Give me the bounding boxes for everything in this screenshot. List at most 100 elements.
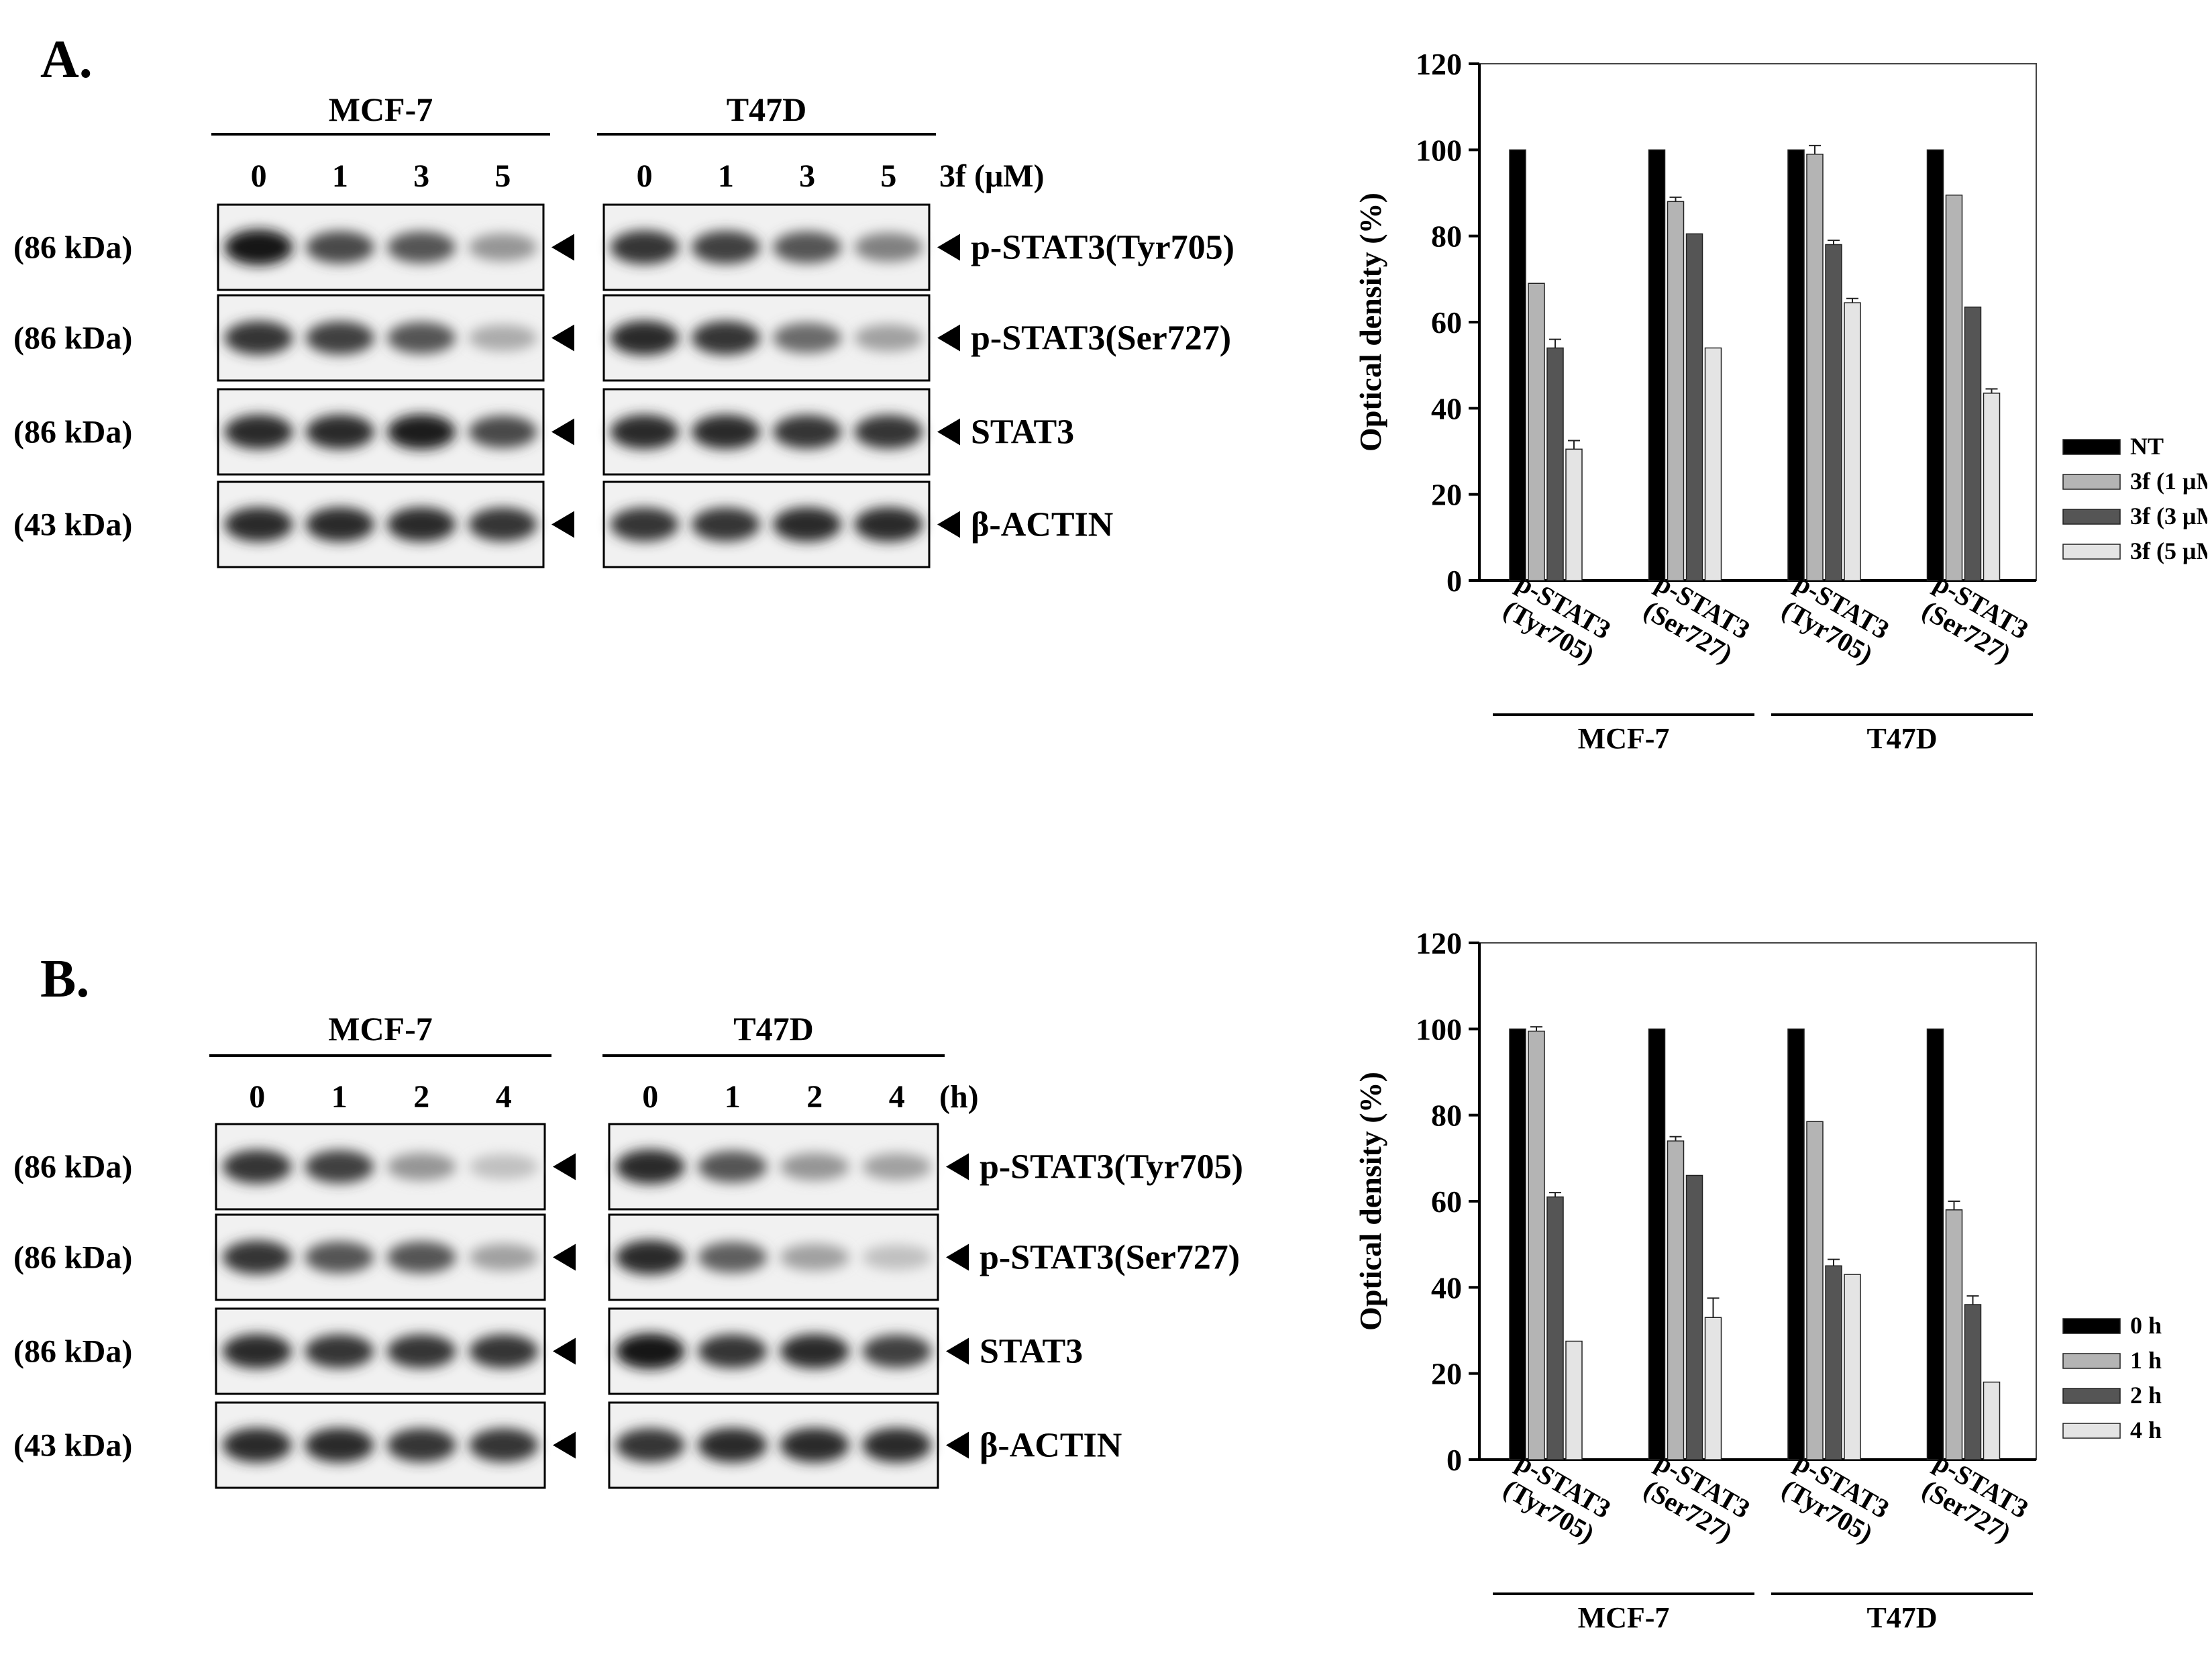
protein-label: STAT3 bbox=[980, 1333, 1083, 1371]
bar bbox=[1825, 1265, 1842, 1460]
chart-a-optical-density: 0 20 40 60 80 100 120 Optical density (%) p-STAT… bbox=[1353, 47, 2207, 755]
legend-label: 4 h bbox=[2130, 1417, 2162, 1444]
bar bbox=[1528, 283, 1545, 581]
band bbox=[773, 322, 842, 354]
x-tick-label: p-STAT3(Tyr705) bbox=[1497, 1446, 1616, 1550]
band bbox=[610, 320, 679, 356]
band bbox=[468, 415, 537, 448]
kda-label: (86 kDa) bbox=[13, 1150, 132, 1185]
bar bbox=[1509, 149, 1526, 581]
arrowhead-icon bbox=[553, 1337, 576, 1365]
bar bbox=[1945, 194, 1963, 581]
band bbox=[387, 507, 456, 542]
band bbox=[610, 507, 679, 542]
x-tick-label: p-STAT3(Ser727) bbox=[1914, 567, 2034, 670]
legend-swatch bbox=[2062, 1388, 2121, 1404]
legend-label: 3f (3 μM) bbox=[2130, 503, 2207, 529]
y-axis-label: Optical density (%) bbox=[1353, 1072, 1387, 1331]
band bbox=[224, 229, 293, 266]
band bbox=[386, 1152, 456, 1181]
legend-label: 1 h bbox=[2130, 1347, 2162, 1374]
arrowhead-icon bbox=[946, 1431, 969, 1459]
band bbox=[862, 1244, 932, 1270]
arrowhead-icon bbox=[946, 1244, 969, 1271]
band bbox=[773, 507, 842, 542]
panel-a-western-blot: A. MCF-7 0 1 3 5 T47D 0 1 3 5 3f (μM) (86 kDa) p-STAT… bbox=[13, 30, 1234, 568]
kda-label: (86 kDa) bbox=[13, 415, 132, 450]
y-tick-label: 60 bbox=[1431, 1184, 1462, 1219]
band bbox=[222, 1427, 292, 1463]
protein-label: p-STAT3(Tyr705) bbox=[971, 229, 1234, 267]
kda-label: (86 kDa) bbox=[13, 230, 132, 266]
cell-line-label: MCF-7 bbox=[328, 1010, 433, 1048]
band bbox=[698, 1427, 768, 1463]
arrowhead-icon bbox=[551, 418, 574, 446]
band bbox=[615, 1428, 685, 1462]
lane-label: 0 bbox=[251, 158, 267, 194]
panel-b-western-blot: B. MCF-7 0 1 2 4 T47D 0 1 2 4 (h) (86 kDa) p-STAT3(Ty… bbox=[13, 950, 1243, 1489]
bar bbox=[1806, 1121, 1824, 1460]
band bbox=[386, 1428, 456, 1462]
lane-label: 5 bbox=[880, 158, 896, 194]
protein-label: β-ACTIN bbox=[980, 1427, 1122, 1465]
band bbox=[691, 414, 760, 450]
bar bbox=[1945, 1209, 1963, 1460]
arrowhead-icon bbox=[937, 324, 960, 352]
cell-line-label: MCF-7 bbox=[329, 91, 433, 128]
unit-label: 3f (μM) bbox=[939, 158, 1044, 194]
band bbox=[305, 1241, 374, 1274]
protein-label: p-STAT3(Ser727) bbox=[980, 1239, 1240, 1277]
lane-label: 1 bbox=[332, 158, 348, 194]
bar bbox=[1844, 302, 1861, 581]
arrowhead-icon bbox=[553, 1431, 576, 1459]
x-tick-label: p-STAT3(Ser727) bbox=[1914, 1446, 2034, 1550]
group-label: MCF-7 bbox=[1578, 722, 1670, 755]
band bbox=[698, 1334, 768, 1368]
bar bbox=[1844, 1274, 1861, 1460]
bar bbox=[1546, 347, 1564, 581]
kda-label: (86 kDa) bbox=[13, 1334, 132, 1370]
band bbox=[222, 1333, 292, 1369]
band bbox=[222, 1150, 292, 1184]
arrowhead-icon bbox=[553, 1244, 576, 1271]
kda-label: (43 kDa) bbox=[13, 1428, 132, 1464]
lane-label: 3 bbox=[799, 158, 815, 194]
bar bbox=[1546, 1196, 1564, 1460]
band bbox=[387, 414, 456, 450]
y-tick-label: 100 bbox=[1416, 1012, 1462, 1046]
band bbox=[386, 1334, 456, 1368]
lane-label: 1 bbox=[331, 1079, 348, 1115]
band bbox=[854, 232, 923, 262]
x-tick-label: p-STAT3(Tyr705) bbox=[1775, 1446, 1895, 1550]
x-tick-label: p-STAT3(Ser727) bbox=[1636, 567, 1755, 670]
y-tick-label: 0 bbox=[1446, 1443, 1462, 1477]
arrowhead-icon bbox=[946, 1337, 969, 1365]
y-axis-label: Optical density (%) bbox=[1353, 193, 1387, 452]
kda-label: (86 kDa) bbox=[13, 321, 132, 356]
bar bbox=[1685, 1174, 1703, 1460]
kda-label: (86 kDa) bbox=[13, 1240, 132, 1276]
bar bbox=[1825, 244, 1842, 581]
band bbox=[469, 1244, 539, 1271]
band bbox=[224, 507, 293, 542]
band bbox=[305, 321, 374, 355]
band bbox=[305, 231, 374, 264]
bar bbox=[1964, 306, 1982, 581]
band bbox=[780, 1427, 849, 1463]
band bbox=[224, 414, 293, 450]
y-tick-label: 60 bbox=[1431, 305, 1462, 340]
legend-label: 0 h bbox=[2130, 1312, 2162, 1339]
band bbox=[698, 1242, 768, 1273]
bar bbox=[1983, 393, 2001, 581]
bar bbox=[1983, 1381, 2001, 1460]
protein-label: β-ACTIN bbox=[971, 506, 1113, 544]
band bbox=[224, 321, 293, 355]
protein-label: p-STAT3(Ser727) bbox=[971, 319, 1231, 358]
bar bbox=[1926, 1028, 1944, 1460]
y-tick-label: 120 bbox=[1416, 47, 1462, 81]
protein-label: p-STAT3(Tyr705) bbox=[980, 1148, 1243, 1186]
lane-label: 4 bbox=[496, 1079, 512, 1115]
legend-label: NT bbox=[2130, 433, 2164, 460]
y-tick-label: 20 bbox=[1431, 1357, 1462, 1391]
band bbox=[615, 1239, 685, 1275]
